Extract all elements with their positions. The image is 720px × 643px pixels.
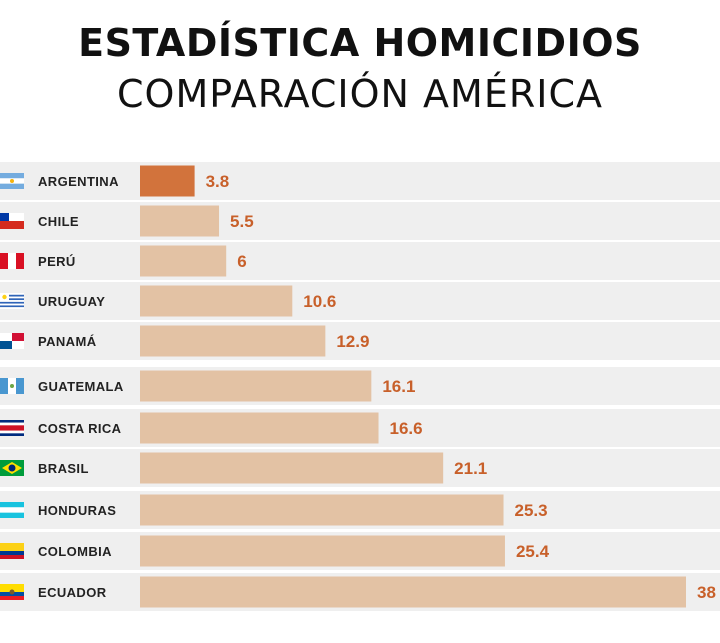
chart-row: URUGUAY 10.6: [0, 282, 720, 320]
data-label: 5.5: [230, 212, 254, 231]
peru-flag-icon: [0, 253, 24, 269]
brasil-flag-icon: [0, 460, 24, 476]
row-background: [0, 322, 720, 360]
chart-row: COSTA RICA 16.6: [0, 409, 720, 447]
category-label: ECUADOR: [38, 585, 107, 600]
chart-row: BRASIL 21.1: [0, 449, 720, 487]
bar: [140, 245, 227, 277]
data-label: 16.6: [390, 419, 423, 438]
colombia-flag-icon: [0, 543, 24, 559]
chart-row: ECUADOR 38: [0, 573, 720, 611]
bar: [140, 285, 293, 317]
category-label: CHILE: [38, 214, 79, 229]
data-label: 10.6: [303, 292, 336, 311]
bar: [140, 535, 505, 567]
title-block: ESTADÍSTICA HOMICIDIOS COMPARACIÓN AMÉRI…: [0, 18, 720, 120]
chart-row: GUATEMALA 16.1: [0, 367, 720, 405]
category-label: HONDURAS: [38, 503, 116, 518]
chart-title: ESTADÍSTICA HOMICIDIOS: [78, 21, 642, 65]
row-background: [0, 162, 720, 200]
category-label: PANAMÁ: [38, 334, 97, 349]
category-label: COLOMBIA: [38, 544, 112, 559]
row-background: [0, 282, 720, 320]
category-label: GUATEMALA: [38, 379, 124, 394]
bar: [140, 576, 686, 608]
bar: [140, 205, 220, 237]
data-label: 21.1: [454, 459, 487, 478]
row-background: [0, 202, 720, 240]
bar: [140, 412, 379, 444]
chart-row: PANAMÁ 12.9: [0, 322, 720, 360]
chart-row: CHILE 5.5: [0, 202, 720, 240]
bar: [140, 370, 372, 402]
panama-flag-icon: [0, 333, 24, 349]
data-label: 25.4: [516, 542, 550, 561]
category-label: BRASIL: [38, 461, 89, 476]
category-label: PERÚ: [38, 254, 76, 269]
category-label: COSTA RICA: [38, 421, 122, 436]
chart-row: HONDURAS 25.3: [0, 491, 720, 529]
data-label: 3.8: [206, 172, 230, 191]
chart-row: COLOMBIA 25.4: [0, 532, 720, 570]
category-label: ARGENTINA: [38, 174, 119, 189]
honduras-flag-icon: [0, 502, 24, 518]
chart-row: PERÚ 6: [0, 242, 720, 280]
guatemala-flag-icon: [0, 378, 24, 394]
uruguay-flag-icon: [0, 293, 24, 309]
bar: [140, 452, 444, 484]
category-label: URUGUAY: [38, 294, 105, 309]
bar: [140, 494, 504, 526]
argentina-flag-icon: [0, 173, 24, 189]
bar: [140, 165, 195, 197]
chile-flag-icon: [0, 213, 24, 229]
data-label: 38: [697, 583, 716, 602]
ecuador-flag-icon: [0, 584, 24, 600]
data-label: 12.9: [336, 332, 369, 351]
costa-rica-flag-icon: [0, 420, 24, 436]
row-background: [0, 242, 720, 280]
data-label: 6: [237, 252, 246, 271]
bar: [140, 325, 326, 357]
chart-row: ARGENTINA 3.8: [0, 162, 720, 200]
data-label: 25.3: [515, 501, 548, 520]
chart-subtitle: COMPARACIÓN AMÉRICA: [117, 72, 603, 116]
data-label: 16.1: [382, 377, 415, 396]
